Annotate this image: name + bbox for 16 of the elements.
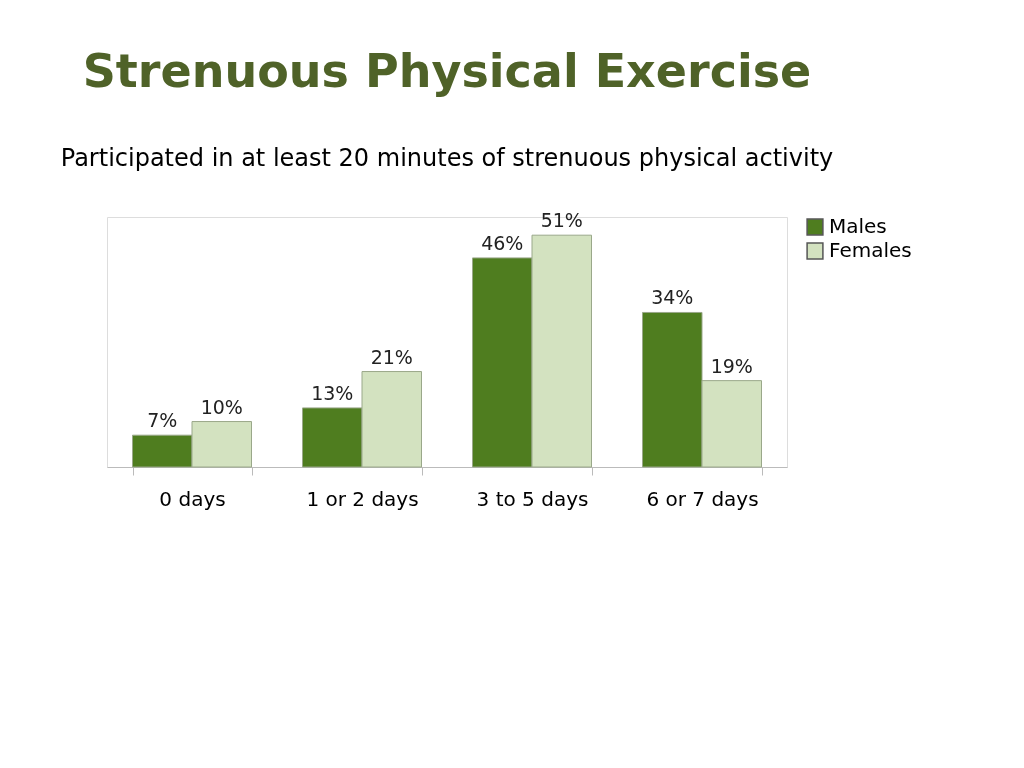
- data-label: 51%: [540, 209, 583, 232]
- data-label: 13%: [311, 381, 354, 404]
- chart-title: Strenuous Physical Exercise: [82, 44, 812, 99]
- legend-label: Females: [829, 238, 912, 262]
- legend-label: Males: [829, 214, 887, 238]
- data-label: 19%: [710, 354, 753, 377]
- x-tick-label: 3 to 5 days: [476, 486, 589, 511]
- x-tick-label: 6 or 7 days: [646, 486, 759, 511]
- x-tick-label: 0 days: [159, 486, 226, 511]
- chart-subtitle: Participated in at least 20 minutes of strenuous physical activity: [60, 144, 834, 173]
- data-label: 10%: [200, 395, 243, 418]
- x-tick-label: 1 or 2 days: [306, 486, 419, 511]
- data-label: 34%: [651, 286, 694, 309]
- data-label: 7%: [147, 409, 178, 432]
- data-label: 46%: [481, 231, 524, 254]
- data-label: 21%: [370, 345, 413, 368]
